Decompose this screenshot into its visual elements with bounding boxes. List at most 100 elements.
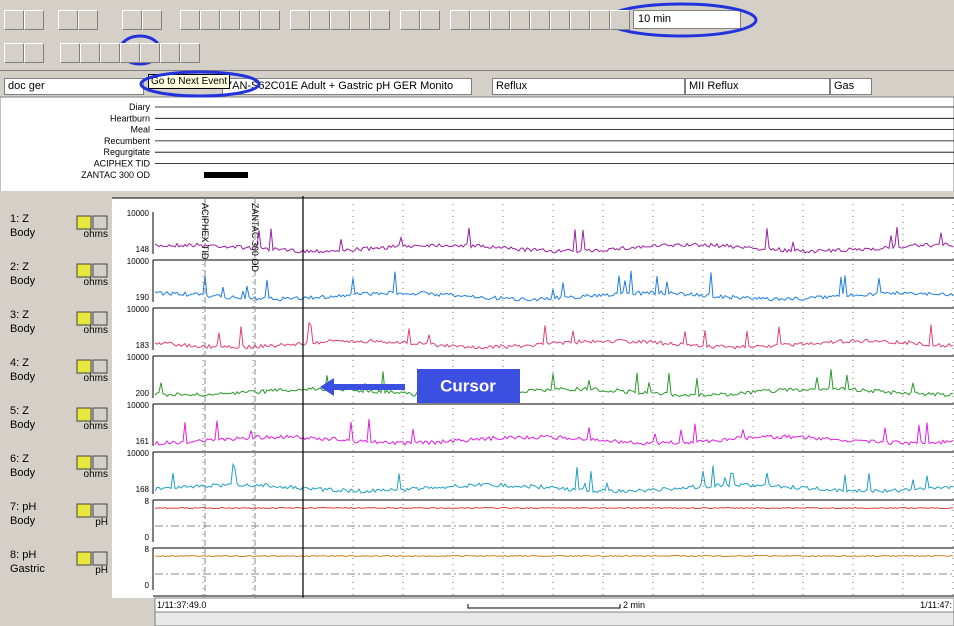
toolbar-button[interactable] (122, 10, 142, 30)
trace (154, 462, 954, 494)
trace (154, 369, 954, 398)
time-bar (154, 597, 954, 613)
channel-unit: ohms (84, 421, 108, 432)
nav-button[interactable] (60, 43, 80, 63)
nav-button[interactable] (24, 43, 44, 63)
scale-bottom: 148 (136, 245, 150, 254)
channel-unit: ohms (84, 325, 108, 336)
marker-label: ACIPHEX TID (200, 203, 210, 260)
toolbar-button[interactable] (310, 10, 330, 30)
trace (154, 270, 954, 302)
toolbar-button[interactable] (590, 10, 610, 30)
scale-bottom: 183 (136, 341, 150, 350)
toolbar-button[interactable] (510, 10, 530, 30)
channel-site: Body (10, 323, 36, 335)
channel-icon (92, 311, 108, 326)
header-column: MII Reflux (685, 78, 830, 95)
channel-icon (76, 359, 92, 374)
toolbar-button[interactable] (470, 10, 490, 30)
scale-bottom: 200 (136, 389, 150, 398)
event-label: Diary (129, 102, 151, 112)
marker-label: ZANTAC 300 OD (250, 203, 260, 272)
channel-icon (76, 263, 92, 278)
timescale-combo[interactable]: 10 min (633, 10, 741, 29)
cursor-arrow (320, 378, 405, 396)
nav-button[interactable] (100, 43, 120, 63)
channel-name: 7: pH (10, 501, 36, 513)
channel-icon (76, 503, 92, 518)
channel-icon (76, 311, 92, 326)
toolbar-button[interactable] (400, 10, 420, 30)
span-bracket (467, 604, 621, 609)
splitter (0, 191, 954, 196)
scrollbar (154, 611, 954, 626)
scale-bottom: 161 (136, 437, 150, 446)
event-label: Heartburn (110, 113, 150, 123)
toolbar-button[interactable] (330, 10, 350, 30)
toolbar-button[interactable] (490, 10, 510, 30)
channel-icon (76, 455, 92, 470)
channel-site: Body (10, 467, 36, 479)
scale-top: 10000 (127, 209, 150, 218)
nav-button[interactable] (140, 43, 160, 63)
toolbar-button[interactable] (4, 10, 24, 30)
nav-button[interactable] (180, 43, 200, 63)
trace (154, 321, 954, 350)
channel-site: Gastric (10, 563, 45, 575)
channel-icon (92, 551, 108, 566)
toolbar-button[interactable] (180, 10, 200, 30)
toolbar-button[interactable] (420, 10, 440, 30)
channel-name: 4: Z (10, 357, 29, 369)
toolbar-button[interactable] (200, 10, 220, 30)
toolbar-button[interactable] (142, 10, 162, 30)
scale-bottom: 190 (136, 293, 150, 302)
channel-unit: ohms (84, 373, 108, 384)
toolbar-button[interactable] (78, 10, 98, 30)
channel-unit: ohms (84, 229, 108, 240)
toolbar-button[interactable] (550, 10, 570, 30)
toolbar-button[interactable] (260, 10, 280, 30)
plot-bg (112, 198, 954, 598)
toolbar-button[interactable] (24, 10, 44, 30)
nav-button[interactable] (160, 43, 180, 63)
channel-icon (92, 359, 108, 374)
toolbar-button[interactable] (450, 10, 470, 30)
channel-icon (92, 215, 108, 230)
toolbar-button[interactable] (290, 10, 310, 30)
event-label: ACIPHEX TID (94, 159, 151, 169)
patient-field: doc ger (4, 78, 144, 95)
event-label: Meal (130, 125, 150, 135)
channel-name: 8: pH (10, 549, 36, 561)
channel-site: Body (10, 275, 36, 287)
nav-button[interactable] (80, 43, 100, 63)
toolbar-button[interactable] (220, 10, 240, 30)
study-field[interactable]: 7AN-S62C01E Adult + Gastric pH GER Monit… (222, 78, 472, 95)
scale-bottom: 168 (136, 485, 150, 494)
scale-bottom: 0 (145, 533, 150, 542)
nav-button[interactable] (4, 43, 24, 63)
nav-button[interactable] (120, 43, 140, 63)
time-span: 2 min (623, 600, 645, 610)
channel-site: Body (10, 419, 36, 431)
toolbar-button[interactable] (610, 10, 630, 30)
channel-icon (76, 551, 92, 566)
trace (154, 506, 954, 510)
toolbar-button[interactable] (350, 10, 370, 30)
toolbar-button[interactable] (570, 10, 590, 30)
trace (154, 227, 954, 254)
toolbar-button[interactable] (370, 10, 390, 30)
toolbar-button[interactable] (240, 10, 260, 30)
time-end: 1/11:47: (920, 600, 952, 610)
channel-icon (92, 407, 108, 422)
scale-bottom: 0 (145, 581, 150, 590)
scale-top: 10000 (127, 257, 150, 266)
toolbar-button[interactable] (530, 10, 550, 30)
channel-unit: ohms (84, 469, 108, 480)
scale-top: 10000 (127, 401, 150, 410)
scale-top: 8 (145, 545, 150, 554)
trace (154, 419, 954, 446)
time-start: 1/11:37:49.0 (157, 600, 206, 610)
channel-name: 5: Z (10, 405, 29, 417)
toolbar-button[interactable] (58, 10, 78, 30)
